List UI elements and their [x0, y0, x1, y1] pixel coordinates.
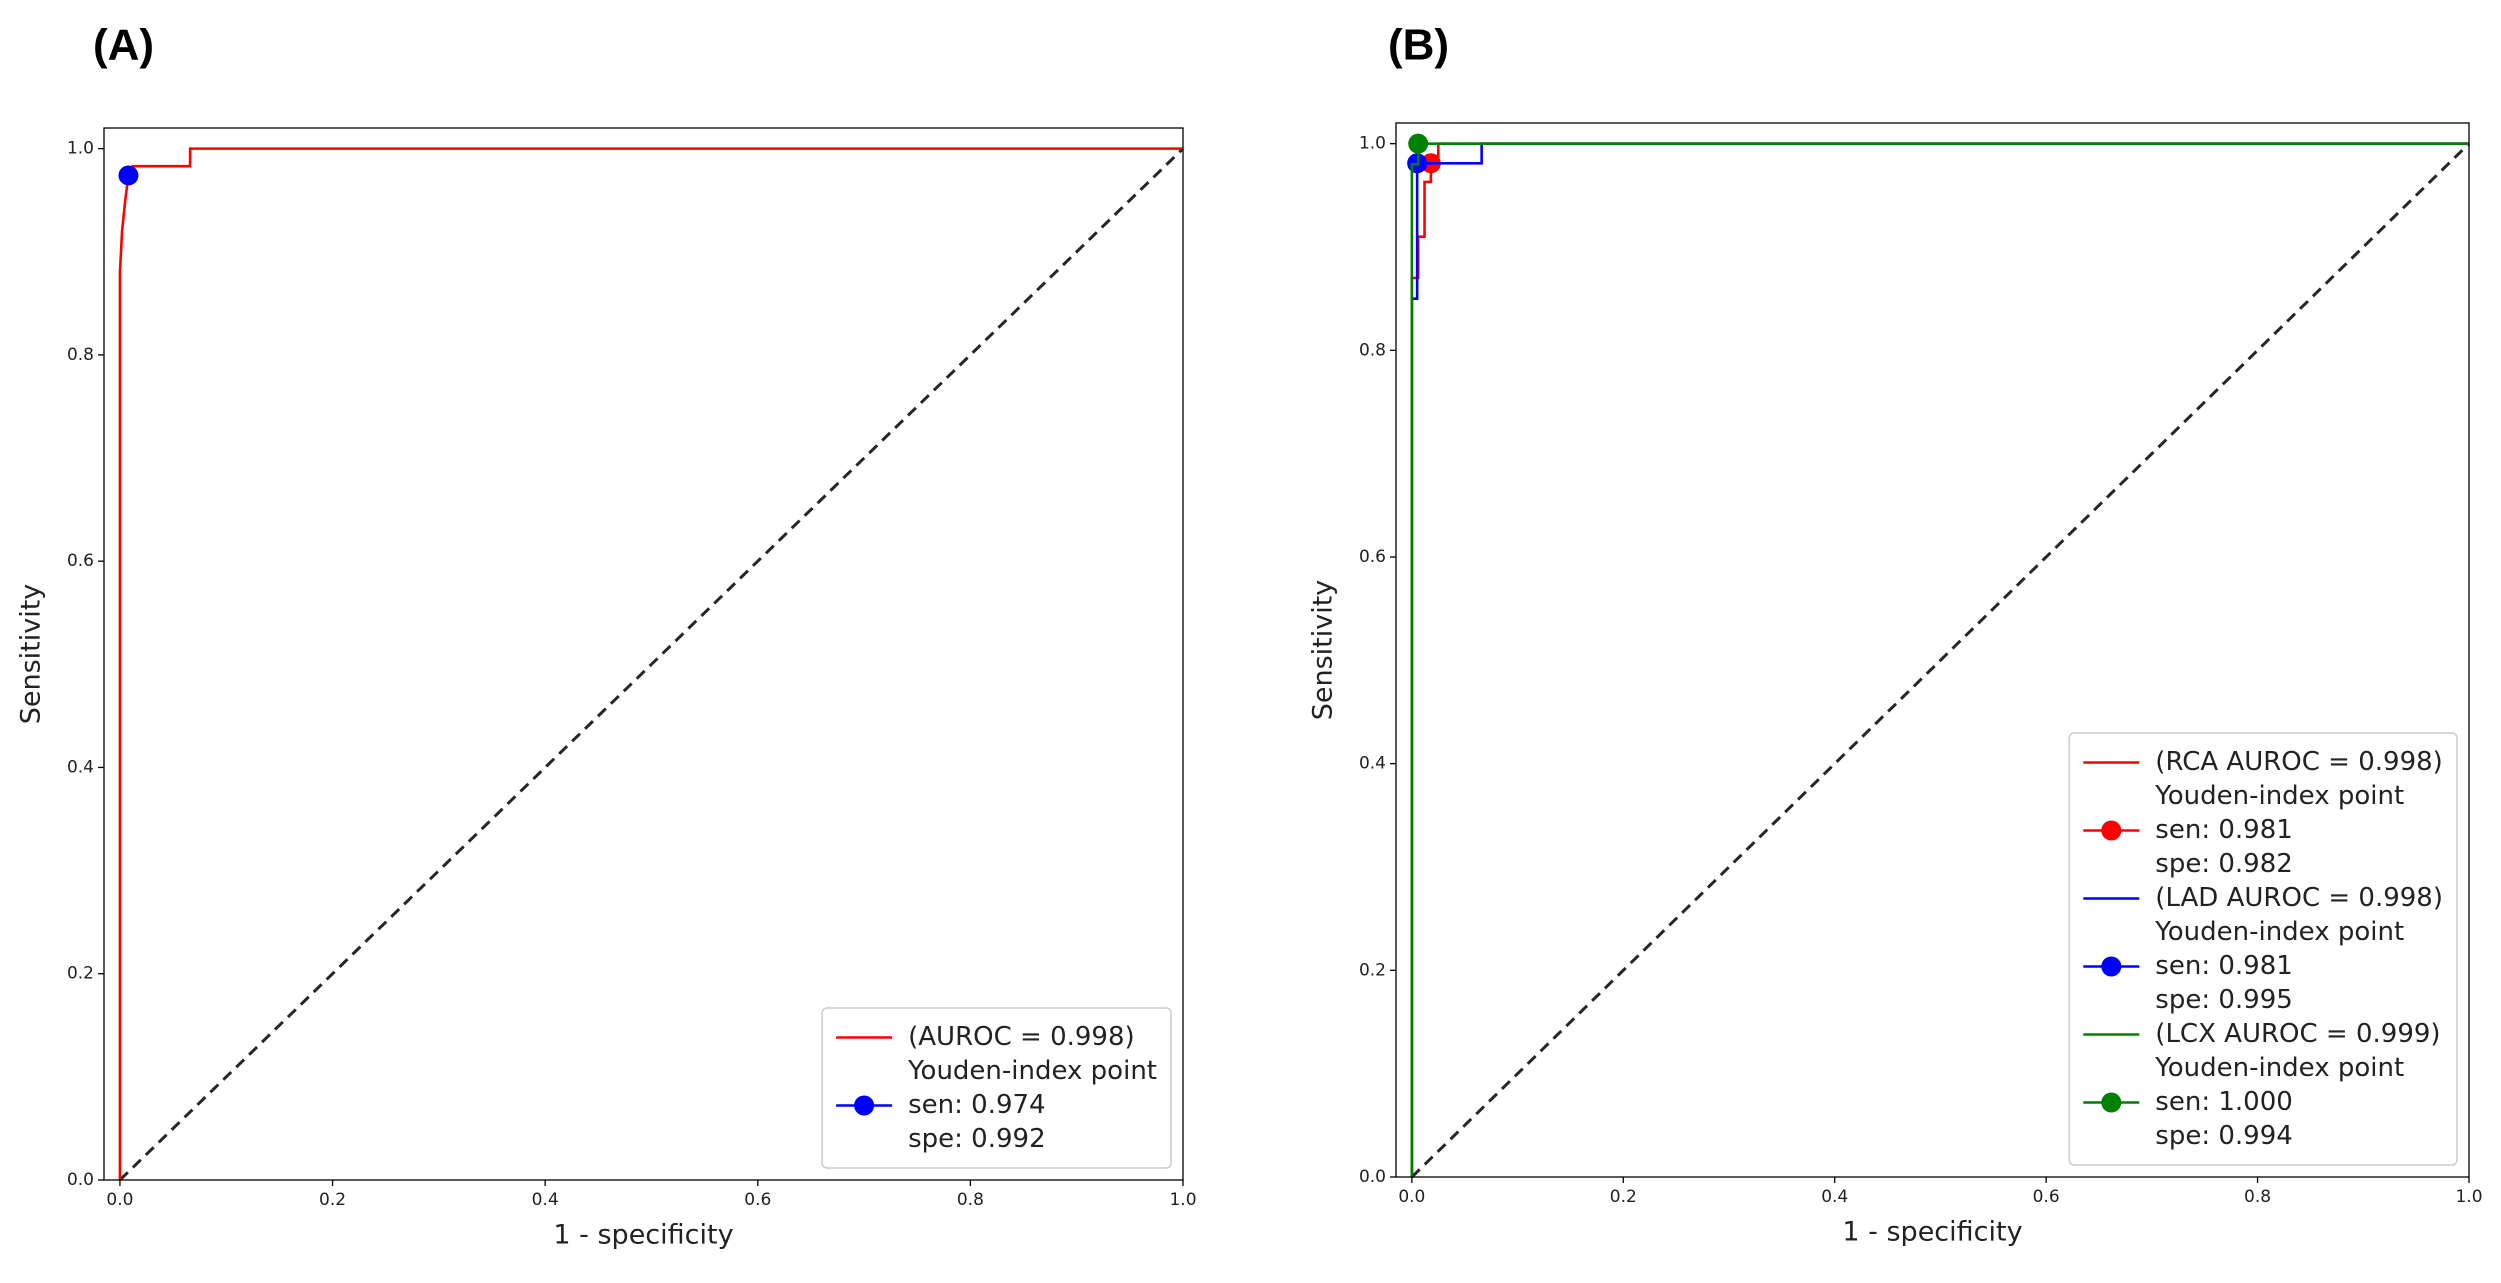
panel-label: (B): [1388, 21, 1449, 70]
chart-panel: (B) 0.0 0.2 0.4 0.6 0.8 1.0 0.0 0.2 0.4 0.6 0.8 1.0 1…: [1308, 21, 2483, 1248]
reference-line: [1410, 142, 2471, 1179]
x-tick-label: 0.2: [1610, 1187, 1637, 1207]
y-tick-label: 0.6: [1359, 547, 1386, 567]
x-tick-label: 0.2: [319, 1190, 346, 1210]
legend-label: (LAD AUROC = 0.998): [2155, 883, 2443, 913]
youden-point: [1408, 133, 1429, 154]
legend-label: Youden-index point: [2154, 781, 2404, 811]
roc-curve: [1410, 142, 2469, 1177]
x-tick-label: 0.0: [106, 1190, 133, 1210]
x-axis-label: 1 - specificity: [553, 1220, 733, 1251]
legend-label: spe: 0.992: [908, 1124, 1046, 1154]
legend-marker: [2101, 956, 2122, 977]
legend-label: Youden-index point: [2154, 917, 2404, 947]
legend-label: sen: 0.974: [908, 1090, 1045, 1120]
panel-label: (A): [93, 21, 154, 70]
x-tick-label: 0.4: [1821, 1187, 1848, 1207]
legend-marker: [2101, 820, 2122, 841]
legend: (AUROC = 0.998) Youden-index point sen: 0.…: [821, 1007, 1172, 1169]
y-axis-label: Sensitivity: [16, 584, 47, 725]
x-tick-label: 0.6: [2033, 1187, 2060, 1207]
plot-frame: [1395, 122, 2470, 1178]
y-tick-label: 0.6: [67, 551, 94, 571]
legend-box: [821, 1007, 1172, 1169]
y-tick-label: 0.2: [1359, 960, 1386, 980]
plot-background: [104, 128, 1183, 1180]
y-tick-label: 0.4: [1359, 754, 1386, 774]
x-tick-label: 0.0: [1398, 1187, 1425, 1207]
x-tick-label: 0.6: [744, 1190, 771, 1210]
y-tick-label: 1.0: [1359, 134, 1386, 154]
legend-label: spe: 0.982: [2155, 849, 2293, 879]
x-tick-label: 0.8: [957, 1190, 984, 1210]
legend-box: [2068, 732, 2458, 1166]
chart-panel: (A) 0.0 0.2 0.4 0.6 0.8 1.0 0.0 0.2 0.4 0.6 0.8 1.0 1…: [16, 21, 1197, 1251]
legend-marker: [854, 1095, 875, 1116]
legend-label: sen: 0.981: [2155, 951, 2292, 981]
x-tick-label: 0.8: [2244, 1187, 2271, 1207]
x-tick-label: 1.0: [2455, 1187, 2482, 1207]
legend-label: sen: 1.000: [2155, 1087, 2292, 1117]
y-tick-label: 0.8: [67, 345, 94, 365]
legend-marker: [2101, 1092, 2122, 1113]
legend-label: (AUROC = 0.998): [908, 1022, 1135, 1052]
legend-label: Youden-index point: [2154, 1053, 2404, 1083]
plot-frame: [103, 127, 1184, 1181]
y-tick-label: 0.0: [67, 1170, 94, 1190]
youden-point: [118, 165, 139, 186]
legend-label: sen: 0.981: [2155, 815, 2292, 845]
reference-line: [118, 147, 1185, 1182]
y-tick-label: 0.8: [1359, 340, 1386, 360]
y-tick-label: 1.0: [67, 139, 94, 159]
x-tick-label: 0.4: [532, 1190, 559, 1210]
legend-label: Youden-index point: [907, 1056, 1157, 1086]
legend: (RCA AUROC = 0.998) Youden-index point sen…: [2068, 732, 2458, 1166]
y-axis-label: Sensitivity: [1308, 580, 1339, 721]
x-tick-label: 1.0: [1169, 1190, 1196, 1210]
y-tick-label: 0.4: [67, 757, 94, 777]
legend-label: spe: 0.994: [2155, 1121, 2293, 1151]
legend-label: (LCX AUROC = 0.999): [2155, 1019, 2440, 1049]
x-axis-label: 1 - specificity: [1842, 1217, 2022, 1248]
y-tick-label: 0.0: [1359, 1167, 1386, 1187]
legend-label: (RCA AUROC = 0.998): [2155, 747, 2443, 777]
y-tick-label: 0.2: [67, 964, 94, 984]
legend-label: spe: 0.995: [2155, 985, 2293, 1015]
